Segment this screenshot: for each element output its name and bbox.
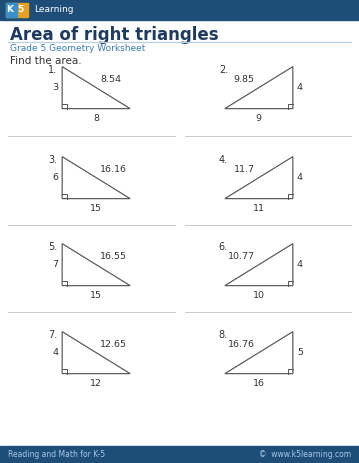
Text: Reading and Math for K-5: Reading and Math for K-5 — [8, 450, 105, 459]
Text: 9.85: 9.85 — [234, 75, 255, 84]
Text: 10: 10 — [253, 291, 265, 300]
Text: 8.: 8. — [219, 330, 228, 340]
Text: 8.54: 8.54 — [100, 75, 121, 84]
Text: 5.: 5. — [48, 242, 57, 251]
Text: 4: 4 — [52, 348, 58, 357]
Text: 10.77: 10.77 — [228, 251, 255, 261]
Text: Grade 5 Geometry Worksheet: Grade 5 Geometry Worksheet — [10, 44, 145, 53]
Text: 11.7: 11.7 — [234, 165, 255, 174]
Text: 16: 16 — [253, 379, 265, 388]
Text: 16.76: 16.76 — [228, 340, 255, 349]
Text: 6.: 6. — [219, 242, 228, 251]
Bar — [6, 3, 17, 17]
Text: 8: 8 — [93, 113, 99, 123]
Bar — [0, 446, 359, 463]
Text: Learning: Learning — [34, 6, 74, 14]
Text: 6: 6 — [52, 173, 58, 182]
Text: 7.: 7. — [48, 330, 57, 340]
Text: 7: 7 — [52, 260, 58, 269]
Text: 16.16: 16.16 — [100, 165, 127, 174]
Text: 2.: 2. — [219, 65, 228, 75]
Text: 11: 11 — [253, 204, 265, 213]
Text: 3.: 3. — [48, 155, 57, 165]
Text: 5: 5 — [297, 348, 303, 357]
Text: 12: 12 — [90, 379, 102, 388]
Text: 5: 5 — [17, 6, 23, 14]
Text: 4: 4 — [297, 260, 303, 269]
Text: 3: 3 — [52, 83, 58, 92]
Text: Find the area.: Find the area. — [10, 56, 81, 66]
Bar — [6, 3, 28, 17]
Text: 1.: 1. — [48, 65, 57, 75]
Text: 4: 4 — [297, 173, 303, 182]
Text: 9: 9 — [256, 113, 262, 123]
Text: 12.65: 12.65 — [100, 340, 127, 349]
Text: 4.: 4. — [219, 155, 228, 165]
Text: 15: 15 — [90, 291, 102, 300]
Bar — [0, 0, 359, 20]
Text: 16.55: 16.55 — [100, 251, 127, 261]
Text: K: K — [6, 6, 14, 14]
Text: 15: 15 — [90, 204, 102, 213]
Text: ©  www.k5learning.com: © www.k5learning.com — [259, 450, 351, 459]
Text: Area of right triangles: Area of right triangles — [10, 26, 219, 44]
Text: 4: 4 — [297, 83, 303, 92]
